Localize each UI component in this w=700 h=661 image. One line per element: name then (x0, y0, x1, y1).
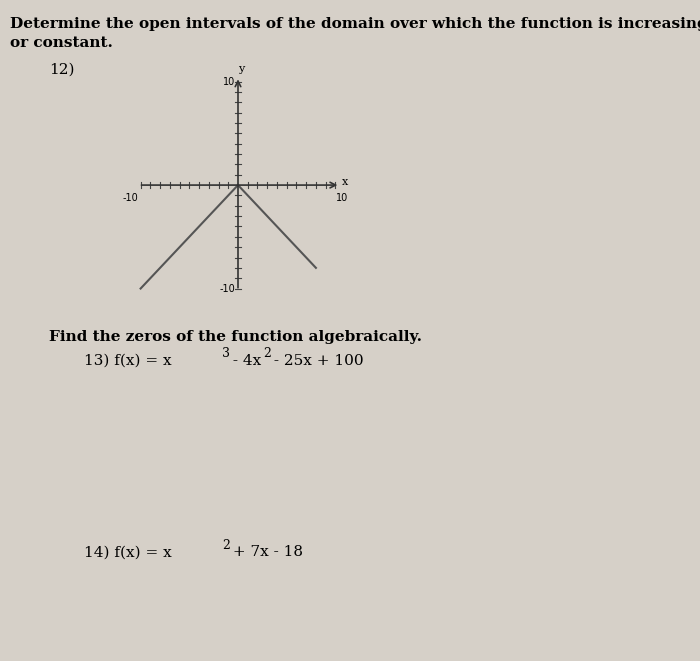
Text: Determine the open intervals of the domain over which the function is increasing: Determine the open intervals of the doma… (10, 17, 700, 30)
Text: 2: 2 (263, 347, 271, 360)
Text: - 25x + 100: - 25x + 100 (269, 354, 363, 368)
Text: 10: 10 (337, 194, 349, 204)
Text: Find the zeros of the function algebraically.: Find the zeros of the function algebraic… (49, 330, 422, 344)
Text: - 4x: - 4x (228, 354, 260, 368)
Text: or constant.: or constant. (10, 36, 113, 50)
Text: 3: 3 (222, 347, 230, 360)
Text: -10: -10 (123, 194, 139, 204)
Text: 10: 10 (223, 77, 235, 87)
Text: 12): 12) (49, 63, 74, 77)
Text: -10: -10 (219, 284, 235, 293)
Text: y: y (238, 64, 244, 75)
Text: 14) f(x) = x: 14) f(x) = x (84, 545, 172, 559)
Text: 13) f(x) = x: 13) f(x) = x (84, 354, 172, 368)
Text: 2: 2 (222, 539, 230, 552)
Text: x: x (342, 177, 349, 187)
Text: + 7x - 18: + 7x - 18 (228, 545, 302, 559)
